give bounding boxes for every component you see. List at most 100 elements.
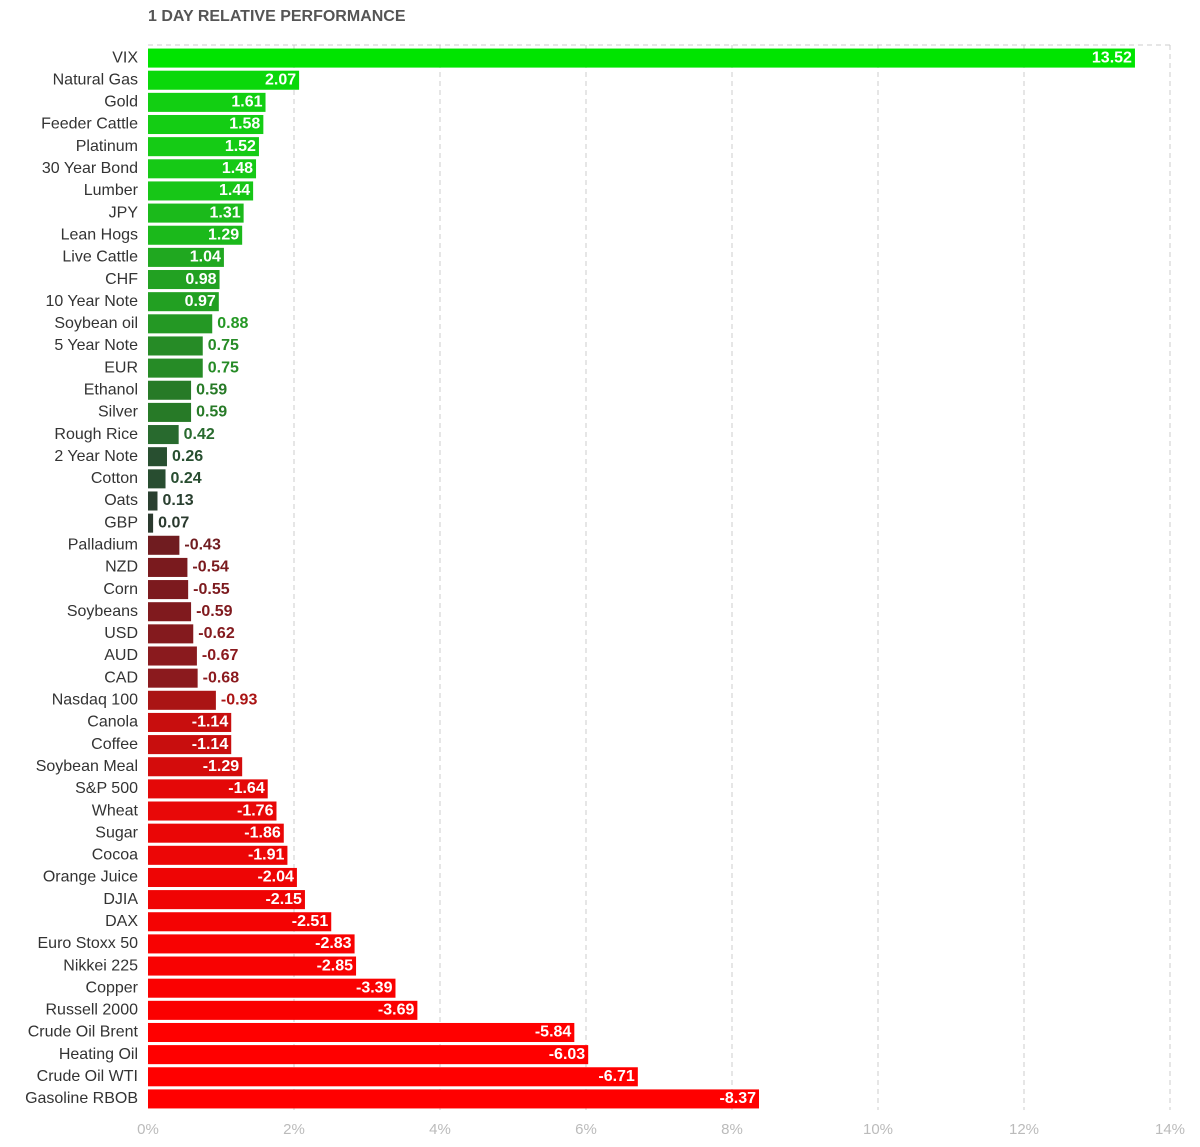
category-label: Sugar [95,824,138,841]
category-label: Orange Juice [43,869,138,886]
category-label: DAX [105,913,138,930]
bar [148,225,243,245]
category-label: 2 Year Note [54,448,138,465]
category-label: Euro Stoxx 50 [38,935,139,952]
category-label: AUD [104,647,138,664]
value-label: -1.14 [192,714,229,731]
category-label: Live Cattle [62,249,138,266]
value-label: -2.04 [257,869,294,886]
category-label: S&P 500 [75,780,138,797]
bar [148,934,355,954]
bar [148,247,224,267]
category-label: Gold [104,94,138,111]
x-tick-label: 4% [429,1121,451,1138]
value-label: -8.37 [720,1090,757,1107]
category-label: Crude Oil Brent [28,1024,139,1041]
category-label: Nikkei 225 [63,957,138,974]
category-label: JPY [109,204,139,221]
category-label: 5 Year Note [54,337,138,354]
category-label: Nasdaq 100 [52,692,138,709]
bar [148,912,332,932]
value-label: -0.93 [221,692,258,709]
category-label: Natural Gas [53,71,138,88]
value-label: -1.64 [228,780,265,797]
bar [148,646,197,666]
bar [148,513,154,533]
category-label: Rough Rice [54,426,138,443]
category-label: Coffee [91,736,138,753]
bar [148,801,277,821]
value-label: -6.03 [549,1046,586,1063]
category-label: 30 Year Bond [42,160,138,177]
category-label: Cotton [91,470,138,487]
value-label: -1.91 [248,847,285,864]
bar [148,203,244,223]
value-label: 2.07 [265,71,296,88]
bar [148,48,1135,68]
category-label: Soybeans [67,603,138,620]
bar [148,668,198,688]
category-label: Platinum [76,138,138,155]
value-label: 0.07 [158,514,189,531]
category-label: Soybean Meal [36,758,138,775]
bar [148,181,254,201]
bar [148,402,192,422]
x-tick-label: 12% [1009,1121,1039,1138]
bar [148,823,284,843]
category-label: Russell 2000 [46,1002,139,1019]
bar [148,580,189,600]
bar [148,735,232,755]
category-label: Feeder Cattle [41,116,138,133]
bar [148,757,243,777]
value-label: 0.42 [184,426,215,443]
bar [148,159,257,179]
value-label: 0.75 [208,337,239,354]
bar [148,890,305,910]
category-label: USD [104,625,138,642]
value-label: -0.54 [192,559,229,576]
category-label: Lumber [84,182,139,199]
bar [148,270,220,290]
value-label: 0.75 [208,359,239,376]
category-label: VIX [112,49,138,66]
value-label: -2.85 [317,957,354,974]
category-label: 10 Year Note [45,293,138,310]
bar [148,690,216,710]
value-label: -0.67 [202,647,239,664]
value-label: 1.29 [208,226,239,243]
category-label: Wheat [92,802,139,819]
value-label: -0.62 [198,625,235,642]
bar [148,779,268,799]
value-label: -0.68 [203,669,240,686]
value-label: -6.71 [598,1068,635,1085]
category-label: GBP [104,514,138,531]
bar [148,1089,760,1109]
category-label: DJIA [103,891,138,908]
bar [148,1067,638,1087]
bar [148,1045,589,1065]
category-label: Corn [103,581,138,598]
x-tick-label: 8% [721,1121,743,1138]
category-label: Silver [98,404,139,421]
bar [148,314,213,334]
bar [148,557,188,577]
value-label: 0.24 [171,470,202,487]
value-label: 1.58 [229,116,260,133]
x-tick-label: 2% [283,1121,305,1138]
bar [148,491,158,511]
value-label: -0.59 [196,603,233,620]
value-label: -1.14 [192,736,229,753]
value-label: 1.48 [222,160,253,177]
category-label: Cocoa [92,847,138,864]
bar [148,535,180,555]
bar [148,1000,418,1020]
value-label: 0.59 [196,404,227,421]
bar [148,358,203,378]
value-label: -0.43 [184,537,221,554]
category-label: Canola [87,714,138,731]
bar [148,712,232,732]
bar [148,956,357,976]
value-label: 0.13 [162,492,193,509]
value-label: 0.98 [185,271,216,288]
bar [148,469,166,489]
